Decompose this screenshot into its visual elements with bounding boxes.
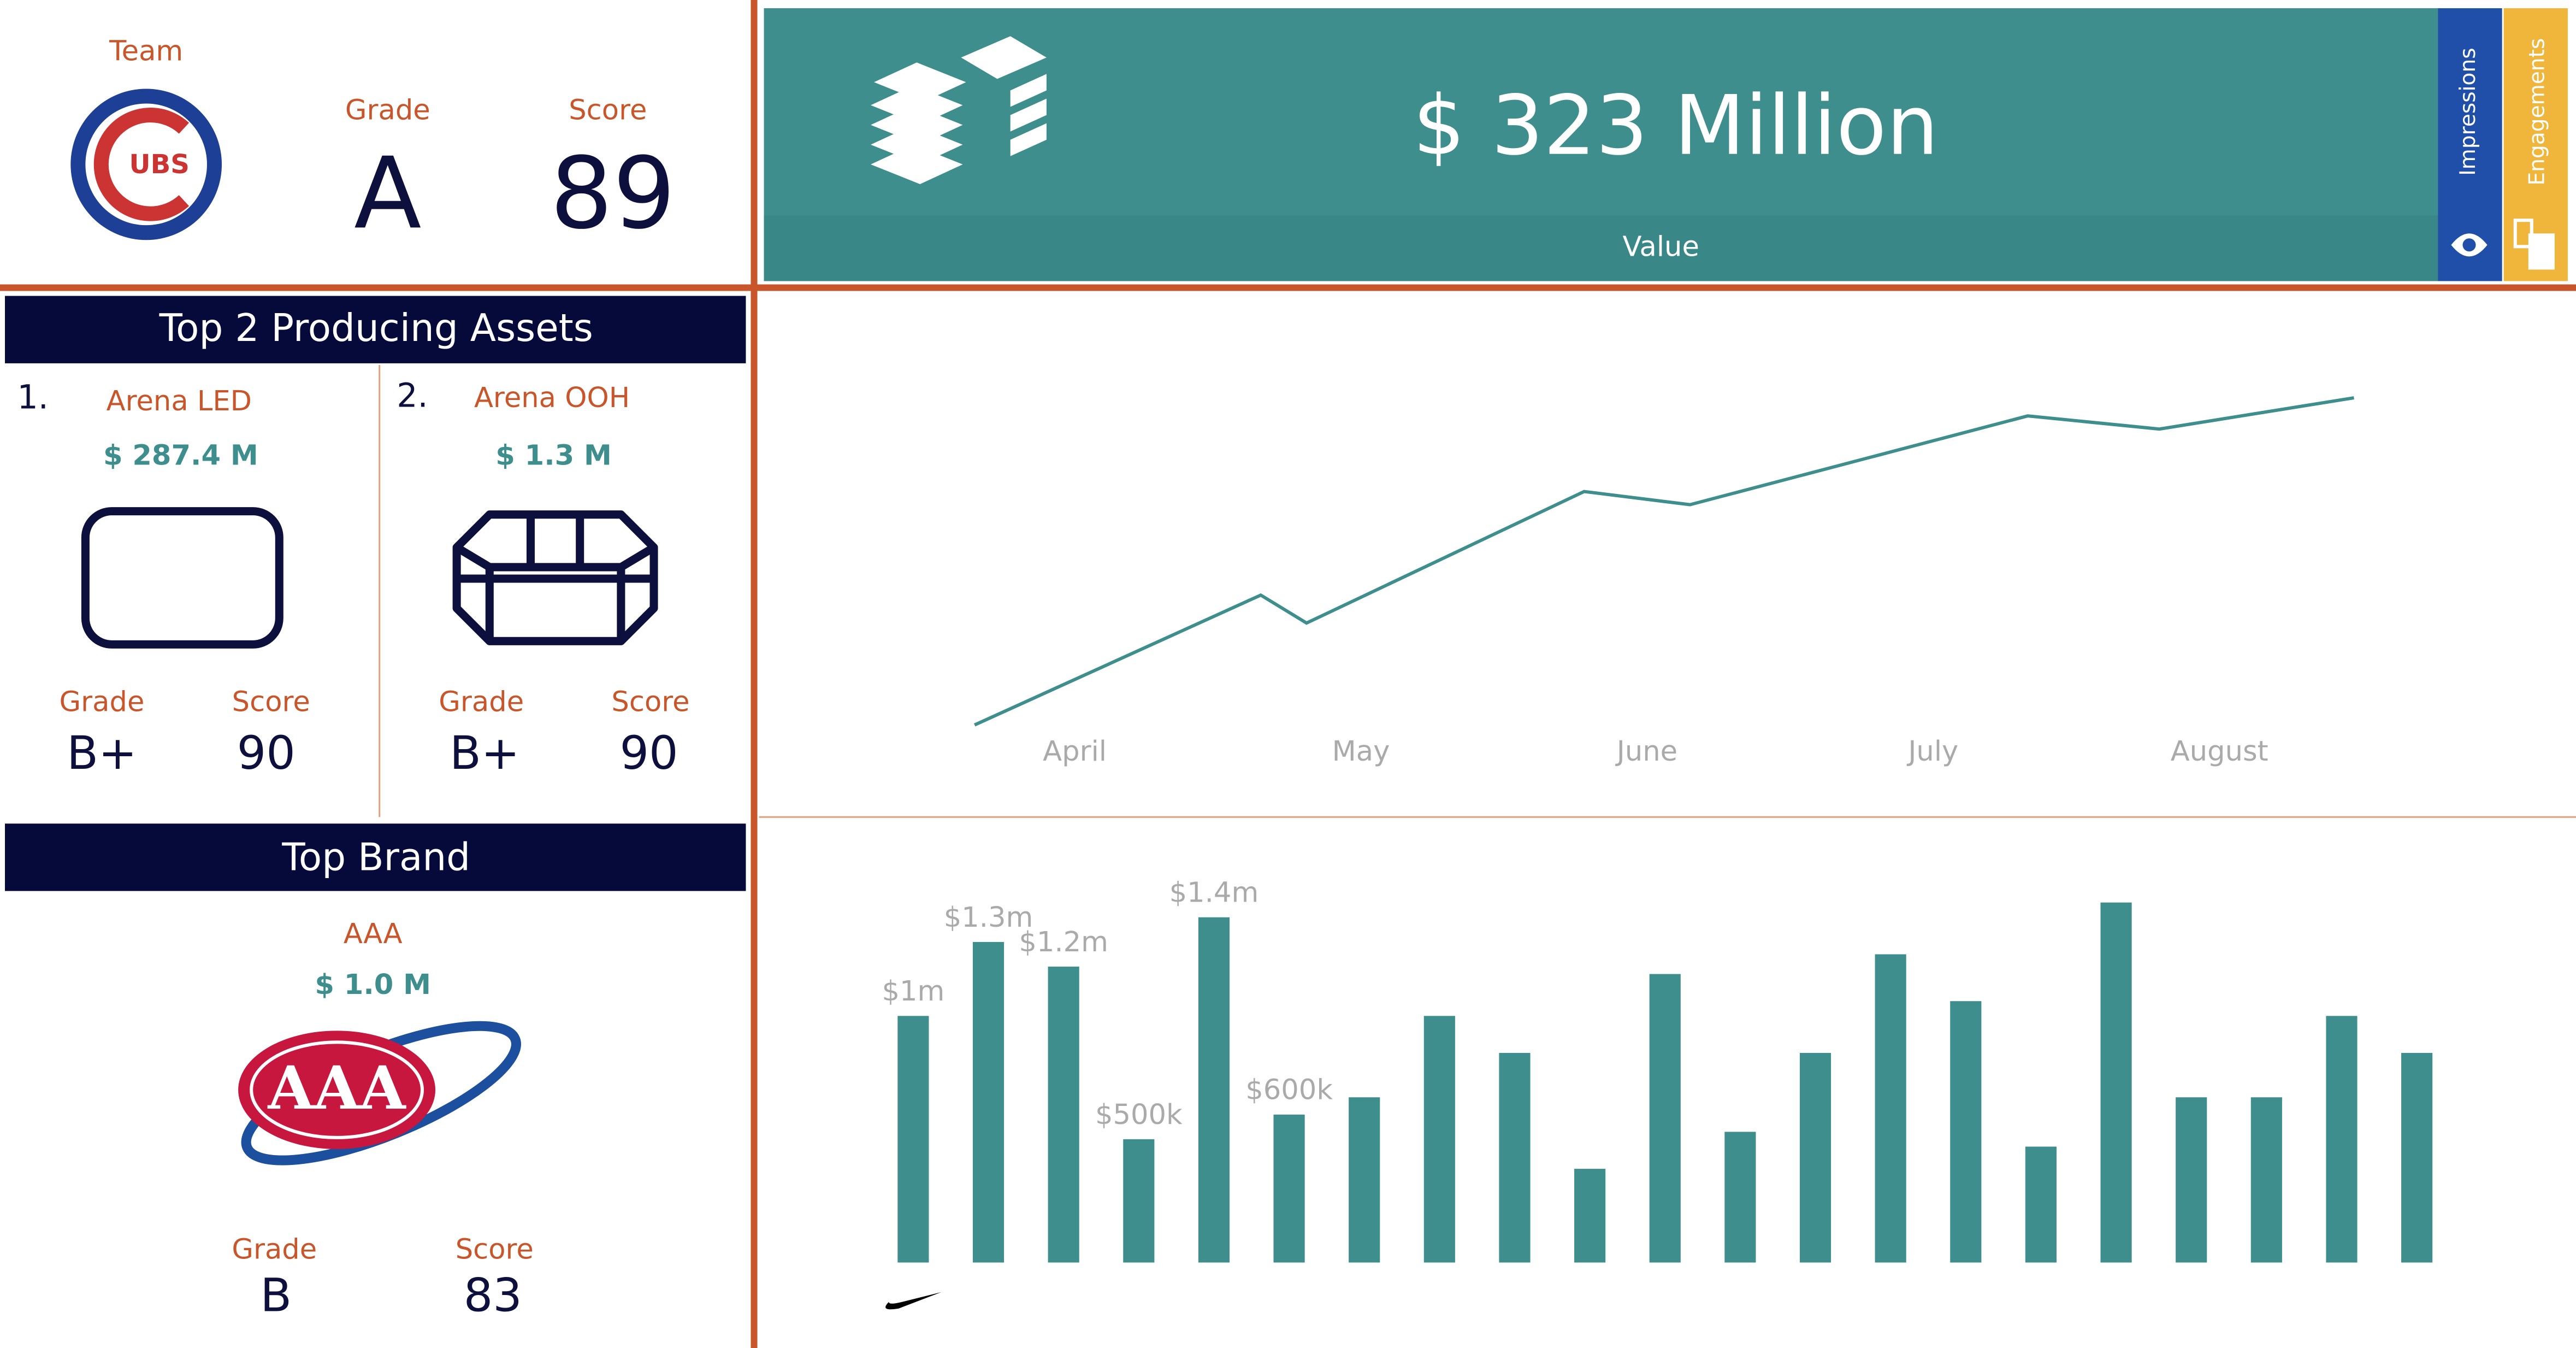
team-label: Team bbox=[109, 35, 183, 67]
led-icon bbox=[81, 507, 283, 649]
brand-score: 83 bbox=[464, 1269, 522, 1322]
team-grade: A bbox=[354, 136, 421, 251]
team-logo: UBS bbox=[70, 89, 222, 240]
value-label: Value bbox=[1623, 231, 1699, 263]
bar bbox=[1574, 1169, 1606, 1263]
score-label: Score bbox=[611, 686, 689, 719]
x-tick-label: August bbox=[2171, 735, 2268, 768]
bar bbox=[972, 941, 1005, 1263]
value-label: $1.3m bbox=[944, 902, 1033, 934]
bar bbox=[1875, 954, 1906, 1263]
x-tick-label: April bbox=[1043, 735, 1107, 768]
rank: 1. bbox=[17, 379, 48, 417]
tab-label: Engagements bbox=[2525, 38, 2549, 186]
bar bbox=[1950, 1001, 1982, 1263]
bar bbox=[1649, 974, 1681, 1263]
bar bbox=[2100, 902, 2132, 1263]
engage-icon bbox=[2513, 219, 2555, 270]
bar bbox=[1349, 1097, 1380, 1263]
grade-label: Grade bbox=[345, 95, 430, 127]
team-score: 89 bbox=[550, 136, 676, 251]
bar bbox=[1198, 917, 1230, 1263]
value-label: $600k bbox=[1245, 1074, 1333, 1106]
bar bbox=[1724, 1132, 1756, 1263]
bar bbox=[2326, 1016, 2358, 1263]
brand-name: AAA bbox=[344, 918, 403, 950]
asset-score: 90 bbox=[619, 726, 678, 780]
money-icon bbox=[871, 36, 1047, 184]
bar bbox=[2176, 1097, 2207, 1263]
swoosh-logo bbox=[885, 1292, 942, 1310]
score-label: Score bbox=[569, 95, 647, 127]
bar bbox=[2250, 1097, 2282, 1263]
value-label: $1.4m bbox=[1169, 877, 1259, 909]
value-label: $1m bbox=[882, 975, 944, 1008]
brand-value: $ 1.0 M bbox=[315, 969, 431, 1001]
x-tick-label: May bbox=[1332, 735, 1390, 768]
divider bbox=[751, 0, 758, 1348]
section-title: Top 2 Producing Assets bbox=[159, 307, 593, 350]
divider bbox=[0, 284, 2576, 291]
grade-label: Grade bbox=[439, 686, 524, 719]
line bbox=[973, 396, 2354, 727]
asset-name: Arena OOH bbox=[474, 382, 630, 414]
asset-score: 90 bbox=[237, 726, 296, 780]
grade-label: Grade bbox=[232, 1233, 317, 1265]
score-label: Score bbox=[232, 686, 310, 719]
team-logo-text: UBS bbox=[129, 149, 190, 180]
value-label: $1.2m bbox=[1019, 926, 1108, 958]
bar bbox=[1499, 1052, 1531, 1263]
value-label: $500k bbox=[1095, 1099, 1183, 1131]
value-band bbox=[764, 215, 2440, 281]
section-header bbox=[5, 296, 746, 363]
x-tick-label: July bbox=[1906, 735, 1958, 768]
bar bbox=[2025, 1146, 2057, 1263]
score-label: Score bbox=[456, 1233, 534, 1265]
section-title: Top Brand bbox=[281, 836, 470, 880]
bar bbox=[1048, 967, 1079, 1263]
ooh-icon bbox=[452, 510, 658, 645]
asset-name: Arena LED bbox=[107, 385, 252, 417]
x-tick-label: June bbox=[1615, 735, 1677, 768]
bar bbox=[2401, 1052, 2433, 1263]
bar bbox=[1423, 1016, 1455, 1263]
section-header bbox=[5, 823, 746, 891]
grade-label: Grade bbox=[60, 686, 145, 719]
brand-logo: AAA bbox=[238, 1021, 521, 1165]
asset-value: $ 287.4 M bbox=[103, 439, 258, 472]
bar bbox=[1799, 1052, 1831, 1263]
asset-value: $ 1.3 M bbox=[495, 439, 612, 472]
eye-icon bbox=[2451, 233, 2488, 257]
brand-logo-text: AAA bbox=[268, 1053, 407, 1123]
asset-grade: B+ bbox=[450, 726, 519, 780]
value-amount: $ 323 Million bbox=[1413, 78, 1939, 174]
tab-label: Impressions bbox=[2456, 48, 2480, 175]
rank: 2. bbox=[397, 377, 428, 415]
bar bbox=[1273, 1114, 1305, 1263]
bar bbox=[897, 1016, 929, 1263]
bar bbox=[1123, 1139, 1155, 1263]
charts: April May June July August $1m $1.3m$1.2m $500k… bbox=[882, 396, 2433, 1263]
brand-grade: B bbox=[260, 1269, 292, 1322]
asset-grade: B+ bbox=[67, 726, 137, 780]
